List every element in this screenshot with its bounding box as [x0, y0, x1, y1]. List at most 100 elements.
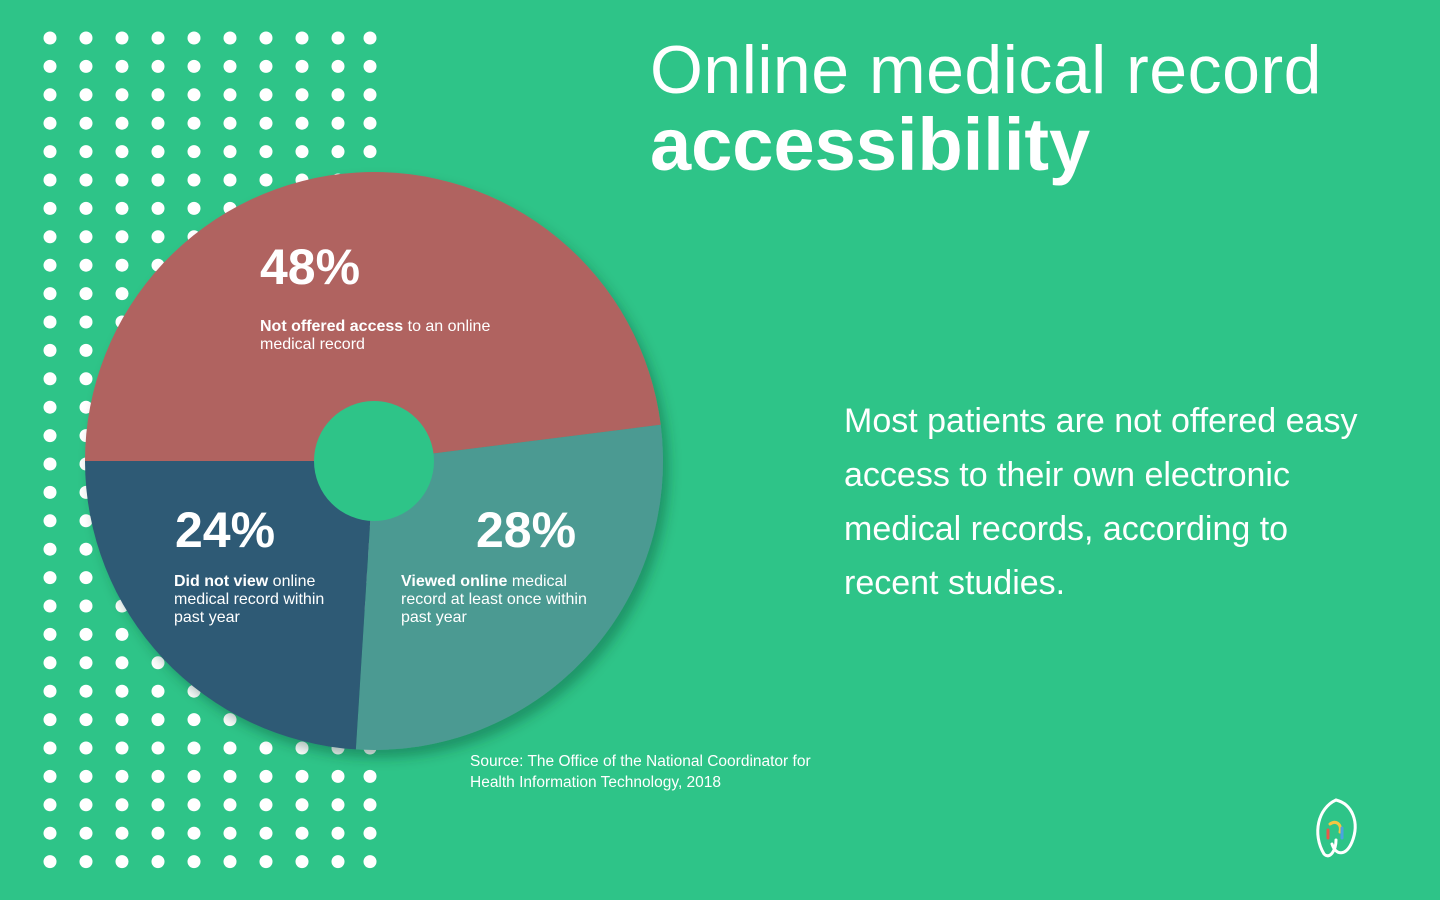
decorative-dot: [79, 400, 93, 414]
decorative-dot: [223, 855, 237, 869]
decorative-dot: [43, 88, 57, 102]
decorative-dot: [43, 855, 57, 869]
decorative-dot: [79, 173, 93, 187]
decorative-dot: [43, 542, 57, 556]
decorative-dot: [331, 769, 345, 783]
decorative-dot: [43, 684, 57, 698]
decorative-dot: [115, 88, 129, 102]
decorative-dot: [187, 741, 201, 755]
decorative-dot: [79, 855, 93, 869]
decorative-dot: [79, 315, 93, 329]
decorative-dot: [43, 258, 57, 272]
decorative-dot: [115, 258, 129, 272]
slice-1-label: Not offered access to an online medical …: [260, 318, 500, 354]
decorative-dot: [43, 400, 57, 414]
decorative-dot: [43, 599, 57, 613]
decorative-dot: [151, 656, 165, 670]
decorative-dot: [187, 88, 201, 102]
decorative-dot: [151, 145, 165, 159]
decorative-dot: [79, 31, 93, 45]
decorative-dot: [43, 713, 57, 727]
brand-logo-icon[interactable]: [1306, 794, 1366, 864]
decorative-dot: [187, 798, 201, 812]
pie-chart: [60, 160, 700, 780]
decorative-dot: [259, 826, 273, 840]
source-line-2: Health Information Technology, 2018: [470, 774, 722, 791]
slice-2-percent: 28%: [476, 502, 577, 558]
decorative-dot: [43, 145, 57, 159]
decorative-dot: [43, 173, 57, 187]
decorative-dot: [151, 684, 165, 698]
decorative-dot: [363, 855, 377, 869]
decorative-dot: [115, 684, 129, 698]
decorative-dot: [331, 145, 345, 159]
decorative-dot: [223, 88, 237, 102]
decorative-dot: [115, 656, 129, 670]
decorative-dot: [295, 59, 309, 73]
decorative-dot: [79, 145, 93, 159]
decorative-dot: [259, 116, 273, 130]
decorative-dot: [151, 798, 165, 812]
decorative-dot: [295, 798, 309, 812]
decorative-dot: [43, 798, 57, 812]
decorative-dot: [295, 741, 309, 755]
decorative-dot: [259, 798, 273, 812]
pie-slices: [85, 171, 664, 750]
decorative-dot: [187, 173, 201, 187]
decorative-dot: [151, 855, 165, 869]
source-note: Source: The Office of the National Coord…: [470, 751, 890, 793]
decorative-dot: [79, 230, 93, 244]
decorative-dot: [43, 769, 57, 783]
decorative-dot: [151, 741, 165, 755]
decorative-dot: [79, 713, 93, 727]
decorative-dot: [331, 116, 345, 130]
decorative-dot: [151, 826, 165, 840]
decorative-dot: [151, 116, 165, 130]
decorative-dot: [115, 798, 129, 812]
slice-3-percent: 24%: [175, 502, 276, 558]
decorative-dot: [115, 287, 129, 301]
decorative-dot: [363, 826, 377, 840]
decorative-dot: [43, 31, 57, 45]
decorative-dot: [259, 145, 273, 159]
pie-slice-2: [355, 424, 664, 750]
pie-slice-3: [85, 461, 374, 750]
decorative-dot: [79, 343, 93, 357]
decorative-dot: [79, 826, 93, 840]
decorative-dot: [363, 798, 377, 812]
decorative-dot: [187, 855, 201, 869]
decorative-dot: [187, 145, 201, 159]
page-title: Online medical record accessibility: [650, 36, 1410, 182]
decorative-dot: [115, 713, 129, 727]
decorative-dot: [79, 201, 93, 215]
decorative-dot: [79, 372, 93, 386]
decorative-dot: [79, 627, 93, 641]
decorative-dot: [295, 855, 309, 869]
decorative-dot: [295, 769, 309, 783]
summary-text: Most patients are not offered easy acces…: [844, 402, 1358, 602]
decorative-dot: [363, 116, 377, 130]
decorative-dot: [223, 741, 237, 755]
decorative-dot: [295, 31, 309, 45]
decorative-dot: [259, 855, 273, 869]
decorative-dot: [115, 201, 129, 215]
decorative-dot: [259, 741, 273, 755]
decorative-dot: [43, 826, 57, 840]
decorative-dot: [115, 173, 129, 187]
decorative-dot: [79, 656, 93, 670]
source-line-1: Source: The Office of the National Coord…: [470, 753, 811, 770]
decorative-dot: [43, 627, 57, 641]
decorative-dot: [43, 457, 57, 471]
decorative-dot: [43, 343, 57, 357]
decorative-dot: [43, 287, 57, 301]
decorative-dot: [43, 656, 57, 670]
decorative-dot: [151, 88, 165, 102]
decorative-dot: [259, 59, 273, 73]
title-line-2: accessibility: [650, 103, 1091, 186]
decorative-dot: [115, 230, 129, 244]
decorative-dot: [43, 59, 57, 73]
decorative-dot: [223, 31, 237, 45]
slice-2-label: Viewed online medical record at least on…: [401, 573, 591, 627]
pie-slice-1: [85, 171, 661, 462]
decorative-dot: [79, 258, 93, 272]
